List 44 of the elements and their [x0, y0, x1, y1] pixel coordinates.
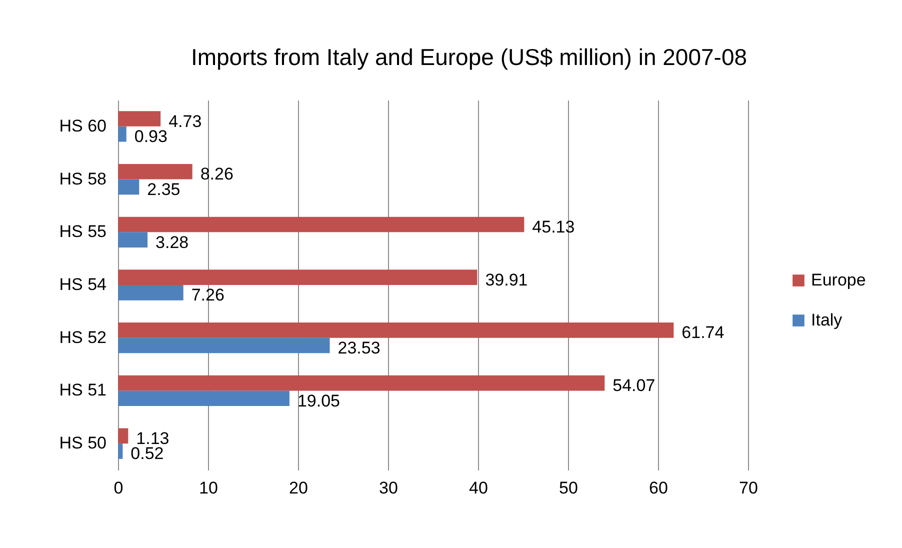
- bar: [118, 270, 478, 285]
- bar: [118, 111, 161, 126]
- data-label: 39.91: [485, 270, 528, 290]
- y-tick-label: HS 55: [59, 222, 106, 242]
- x-tick-label: 70: [739, 478, 758, 498]
- data-label: 4.73: [168, 112, 202, 131]
- legend-label: Italy: [811, 310, 843, 330]
- x-tick-label: 30: [379, 478, 398, 498]
- data-label: 19.05: [297, 391, 340, 410]
- bar: [118, 444, 123, 459]
- bar: [118, 126, 126, 142]
- chart-title: Imports from Italy and Europe (US$ million) in 2007-08: [190, 44, 748, 70]
- bar: [118, 322, 674, 338]
- data-label: 7.26: [191, 286, 224, 305]
- bar: [118, 285, 184, 300]
- bar: [118, 216, 524, 232]
- data-label: 23.53: [338, 338, 380, 358]
- y-tick-label: HS 51: [59, 380, 106, 400]
- bar: [118, 375, 605, 391]
- data-label: 0.93: [134, 127, 168, 146]
- bar: [118, 179, 140, 195]
- data-label: 2.35: [147, 180, 180, 199]
- x-tick-label: 10: [199, 478, 218, 498]
- x-tick-label: 20: [289, 478, 308, 498]
- legend-label: Europe: [811, 270, 866, 290]
- x-tick-label: 60: [649, 478, 668, 498]
- x-tick-label: 50: [559, 478, 578, 498]
- y-tick-label: HS 58: [59, 169, 106, 188]
- y-tick-label: HS 60: [59, 116, 106, 136]
- y-tick-label: HS 52: [59, 328, 106, 347]
- bar: [118, 390, 290, 406]
- data-label: 3.28: [156, 232, 189, 252]
- x-tick-label: 0: [114, 478, 124, 498]
- bar: [118, 428, 128, 444]
- data-label: 54.07: [612, 376, 656, 396]
- x-tick-label: 40: [469, 478, 488, 498]
- bar: [118, 164, 192, 180]
- bar: [118, 338, 330, 354]
- y-tick-label: HS 50: [59, 434, 106, 453]
- bar: [118, 232, 148, 248]
- y-tick-label: HS 54: [59, 275, 106, 294]
- data-label: 61.74: [682, 323, 724, 342]
- data-label: 8.26: [200, 164, 234, 184]
- data-label: 45.13: [532, 217, 575, 236]
